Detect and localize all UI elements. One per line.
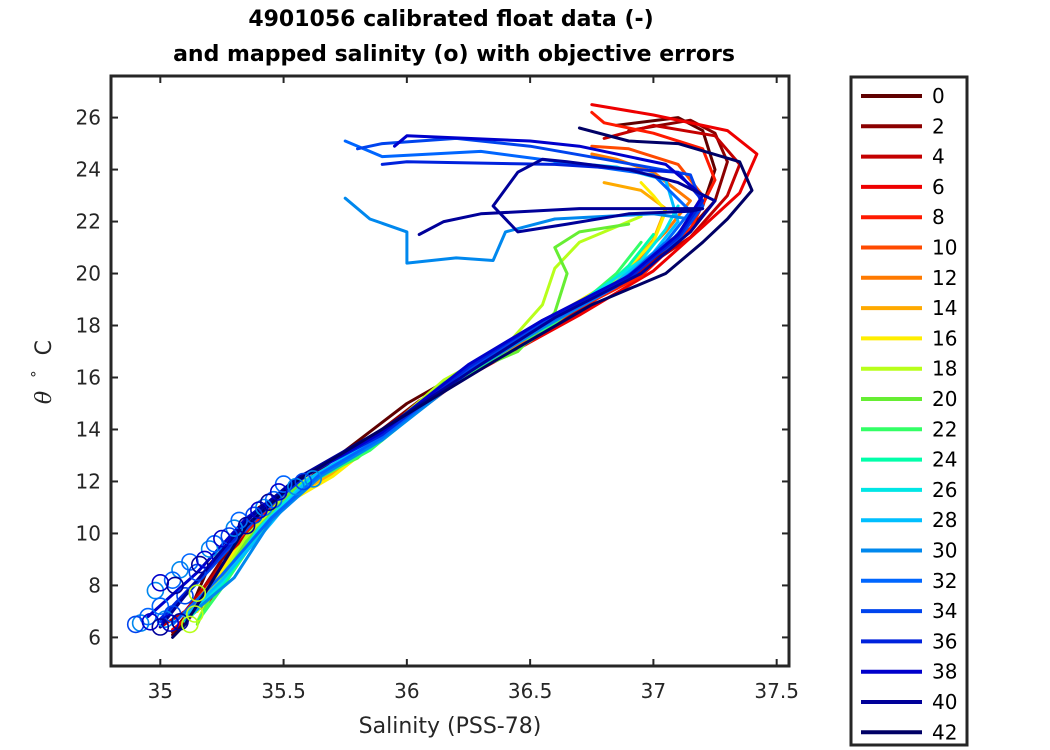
legend-label-20: 20 bbox=[932, 387, 957, 411]
legend-label-14: 14 bbox=[932, 296, 957, 320]
y-tick-label-7: 20 bbox=[76, 262, 101, 286]
chart-title-line2: and mapped salinity (o) with objective e… bbox=[173, 42, 735, 67]
y-tick-label-5: 16 bbox=[76, 365, 101, 389]
x-tick-label-5: 37.5 bbox=[754, 679, 799, 703]
y-axis-label-theta: θ bbox=[32, 391, 57, 404]
legend-label-0: 0 bbox=[932, 84, 945, 108]
y-tick-label-10: 26 bbox=[76, 106, 101, 130]
svg-text:θ ° C: θ ° C bbox=[23, 340, 57, 404]
legend-label-24: 24 bbox=[932, 448, 957, 472]
y-tick-label-9: 24 bbox=[76, 158, 101, 182]
y-axis-label-degree: ° bbox=[28, 370, 46, 378]
legend-label-22: 22 bbox=[932, 417, 957, 441]
legend-label-10: 10 bbox=[932, 236, 957, 260]
legend-label-30: 30 bbox=[932, 539, 957, 563]
legend-label-26: 26 bbox=[932, 478, 957, 502]
x-tick-label-0: 35 bbox=[148, 679, 173, 703]
legend-label-4: 4 bbox=[932, 145, 945, 169]
legend-label-12: 12 bbox=[932, 266, 957, 290]
legend-label-42: 42 bbox=[932, 720, 957, 744]
y-tick-label-0: 6 bbox=[88, 625, 101, 649]
x-tick-label-3: 36.5 bbox=[508, 679, 553, 703]
x-tick-label-4: 37 bbox=[641, 679, 666, 703]
y-tick-label-6: 18 bbox=[76, 314, 101, 338]
legend-label-8: 8 bbox=[932, 205, 945, 229]
legend-label-32: 32 bbox=[932, 569, 957, 593]
chart-title-line1: 4901056 calibrated float data (-) bbox=[248, 7, 653, 32]
y-tick-label-3: 12 bbox=[76, 469, 101, 493]
y-axis-label: θ ° C bbox=[23, 340, 57, 404]
chart: 4901056 calibrated float data (-) and ma… bbox=[0, 0, 1050, 750]
legend-label-40: 40 bbox=[932, 690, 957, 714]
legend-label-36: 36 bbox=[932, 629, 957, 653]
legend-label-38: 38 bbox=[932, 660, 957, 684]
y-axis-label-unit: C bbox=[32, 340, 57, 355]
x-tick-label-1: 35.5 bbox=[261, 679, 306, 703]
x-axis-label: Salinity (PSS-78) bbox=[359, 714, 542, 739]
legend-label-6: 6 bbox=[932, 175, 945, 199]
legend-label-28: 28 bbox=[932, 508, 957, 532]
y-tick-label-8: 22 bbox=[76, 210, 101, 234]
x-tick-label-2: 36 bbox=[394, 679, 419, 703]
legend-label-18: 18 bbox=[932, 357, 957, 381]
y-tick-label-2: 10 bbox=[76, 521, 101, 545]
y-tick-label-1: 8 bbox=[88, 573, 101, 597]
legend-label-2: 2 bbox=[932, 114, 945, 138]
legend-label-16: 16 bbox=[932, 326, 957, 350]
legend-label-34: 34 bbox=[932, 599, 957, 623]
y-tick-label-4: 14 bbox=[76, 417, 101, 441]
